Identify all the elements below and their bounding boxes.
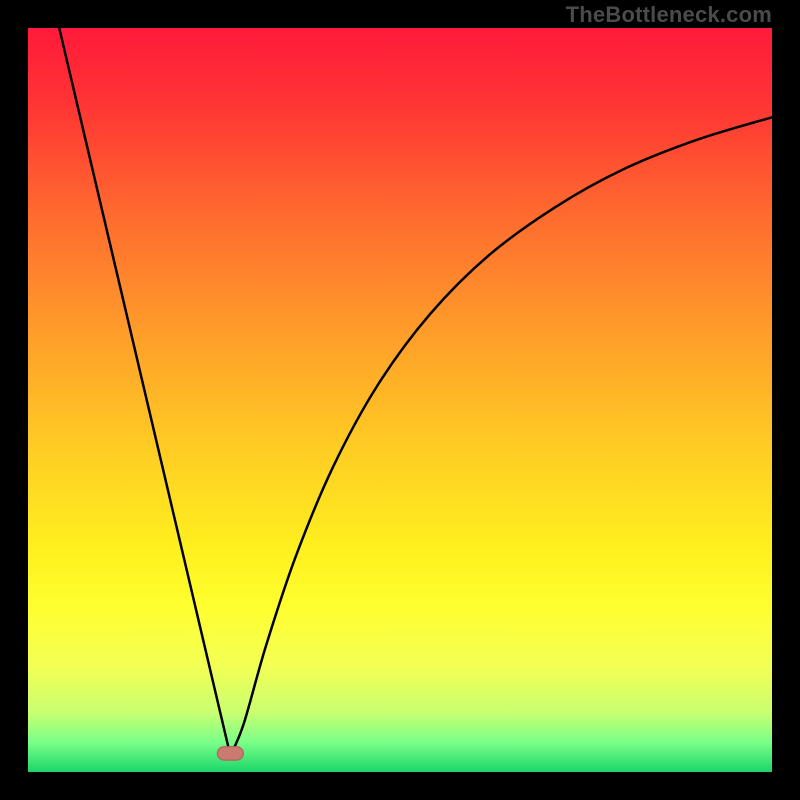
plot-background-gradient: [28, 28, 772, 772]
chart-container: TheBottleneck.com: [0, 0, 800, 800]
bottleneck-chart: [0, 0, 800, 800]
watermark-text: TheBottleneck.com: [566, 2, 772, 28]
minimum-marker: [217, 747, 243, 760]
